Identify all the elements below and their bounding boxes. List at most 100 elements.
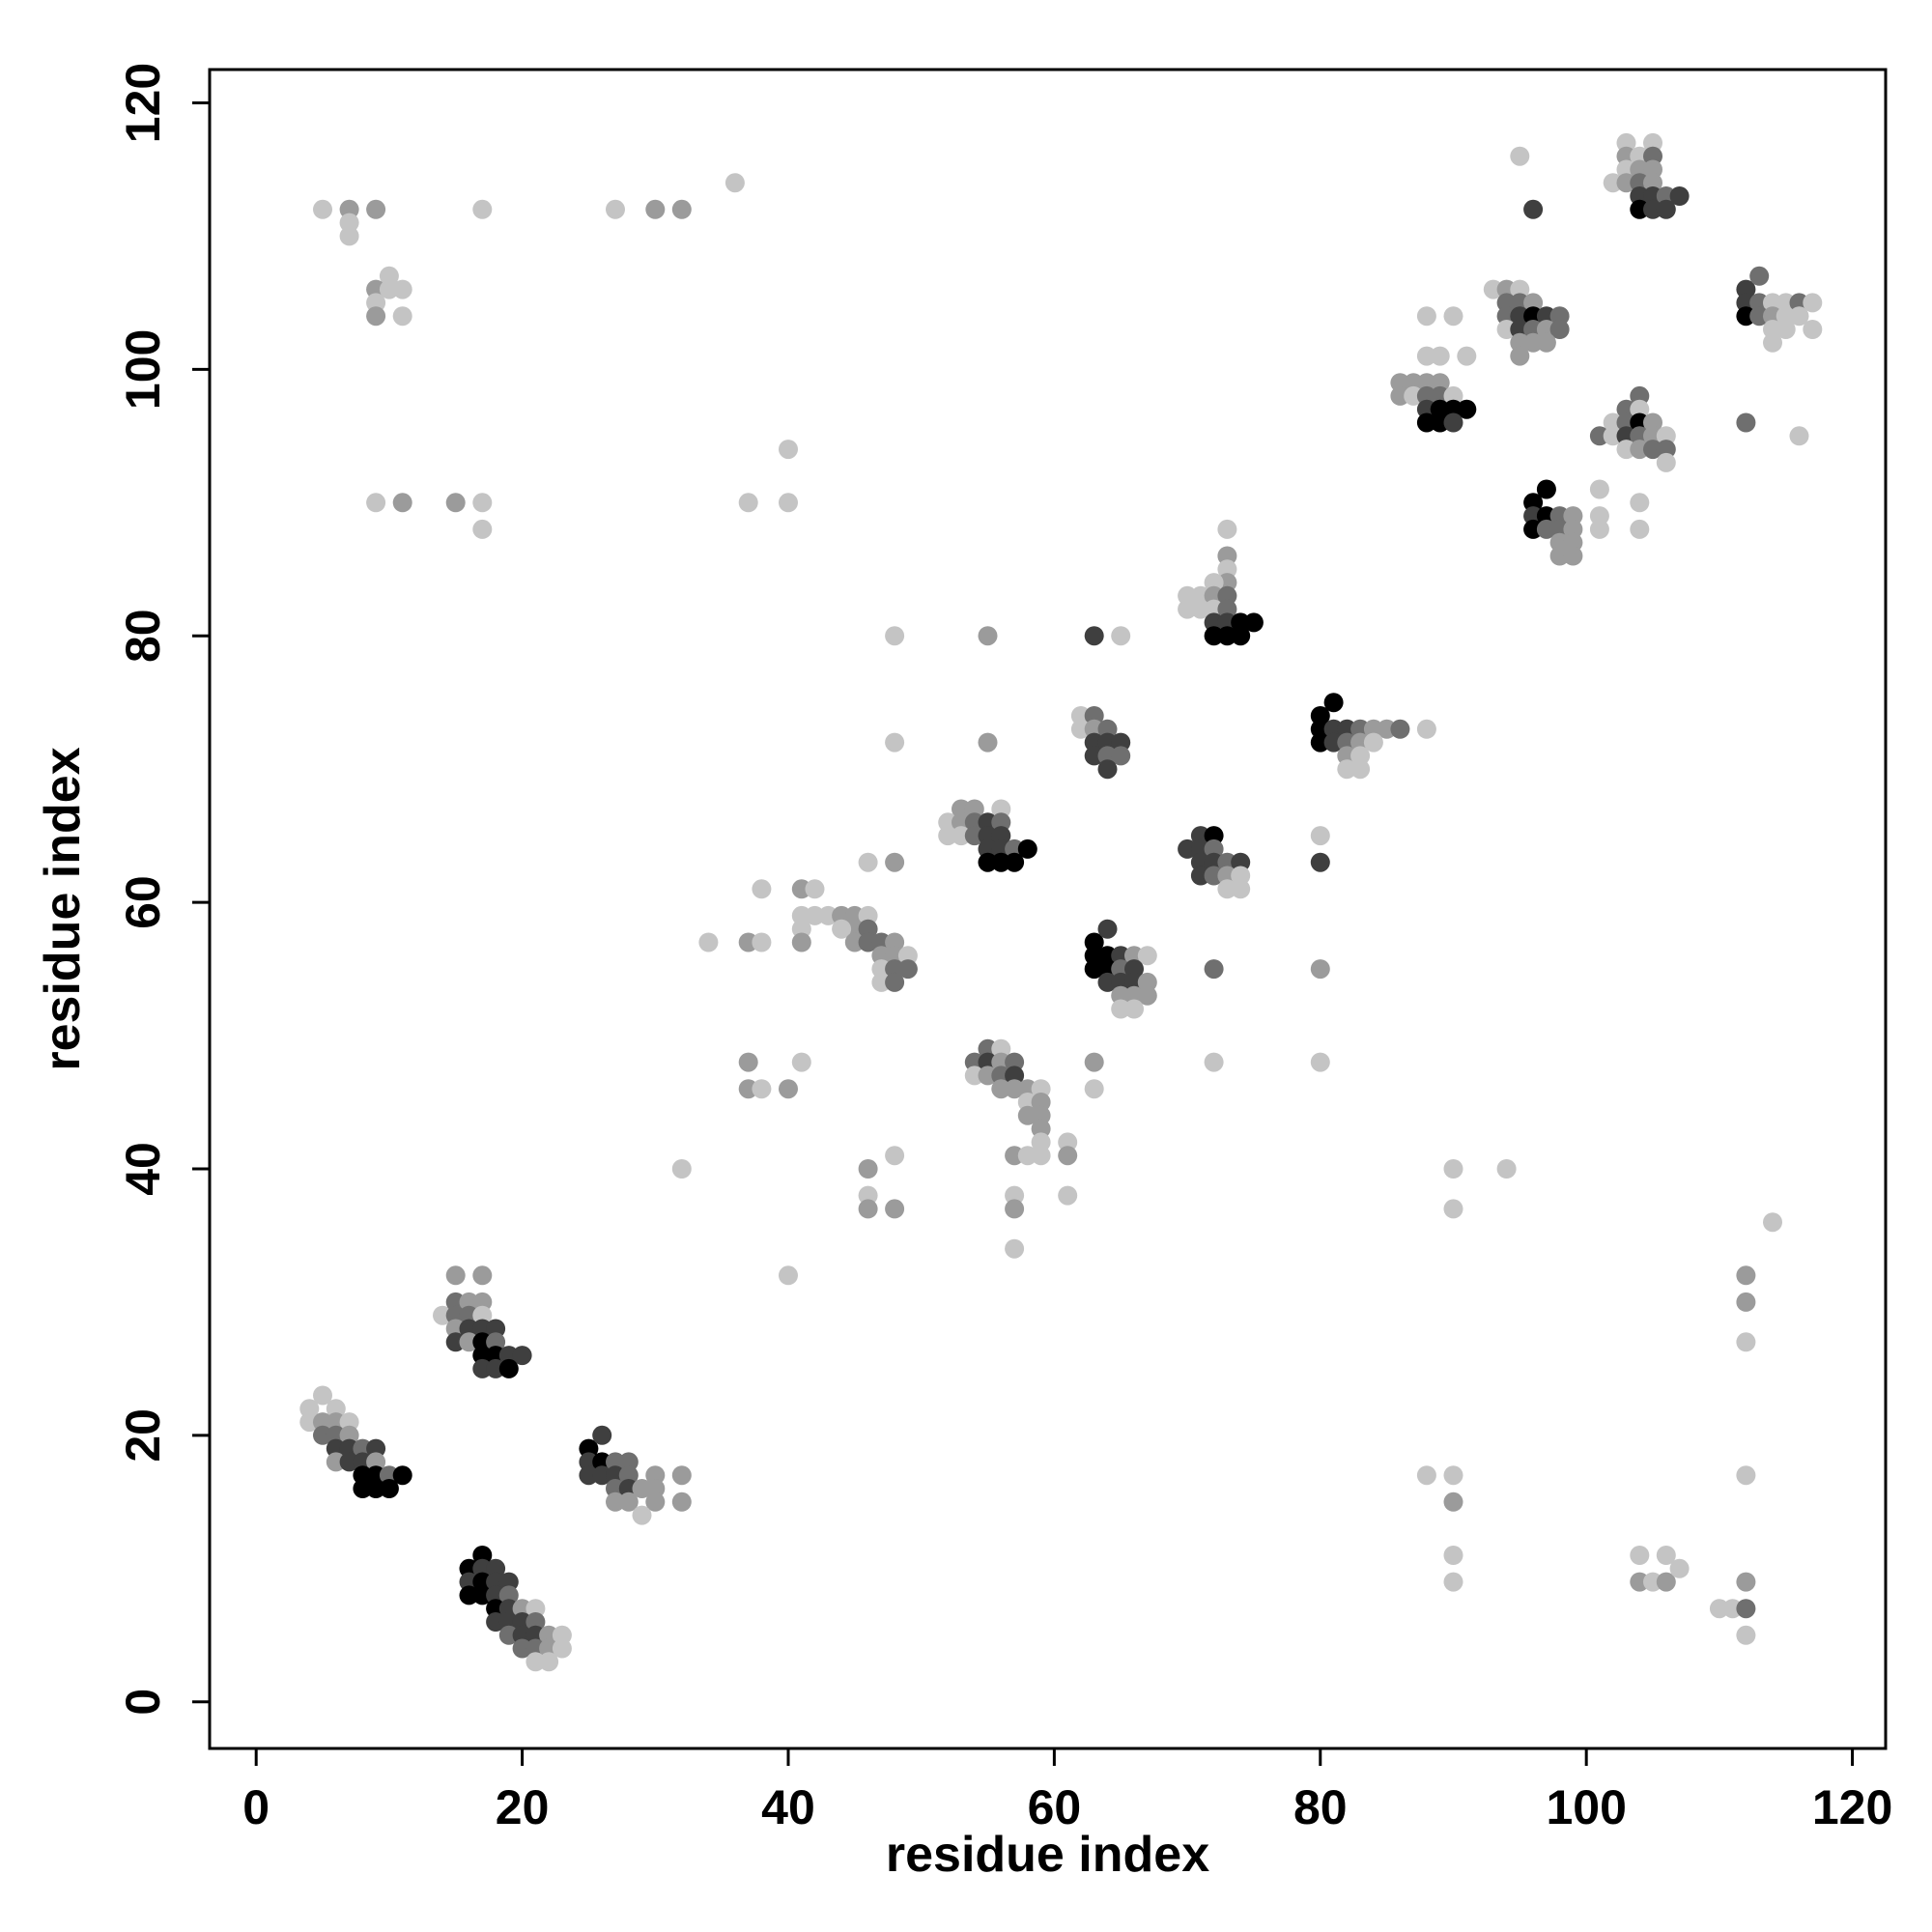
data-point-207 xyxy=(1017,1093,1037,1112)
data-point-149 xyxy=(871,946,892,966)
data-point-458 xyxy=(1736,1465,1756,1486)
data-point-6 xyxy=(339,1412,359,1433)
data-point-262 xyxy=(1204,838,1224,859)
data-point-172 xyxy=(964,799,984,819)
data-point-360 xyxy=(1510,346,1530,366)
data-point-324 xyxy=(1404,373,1424,393)
data-point-41 xyxy=(486,1332,506,1352)
y-tick-label-20: 20 xyxy=(116,1408,170,1463)
data-point-57 xyxy=(459,1585,479,1605)
data-point-314 xyxy=(1310,826,1330,846)
data-point-409 xyxy=(1656,426,1676,446)
data-point-316 xyxy=(1310,959,1330,980)
data-point-433 xyxy=(1763,332,1782,353)
x-tick-label-60: 60 xyxy=(1028,1780,1082,1834)
y-axis: 0 20 40 60 80 100 120 xyxy=(116,63,210,1716)
data-point-334 xyxy=(1443,399,1463,419)
data-point-429 xyxy=(1789,306,1809,327)
data-point-280 xyxy=(1178,585,1198,606)
data-point-80 xyxy=(579,1438,599,1459)
data-point-445 xyxy=(1656,1546,1676,1565)
data-point-290 xyxy=(1231,612,1251,633)
data-point-242 xyxy=(1137,946,1157,966)
data-point-380 xyxy=(1643,132,1662,153)
data-point-349 xyxy=(1523,306,1544,327)
data-point-105 xyxy=(339,226,359,246)
data-point-239 xyxy=(1097,946,1118,966)
data-point-425 xyxy=(1736,306,1756,327)
data-point-444 xyxy=(1630,1546,1650,1565)
data-point-419 xyxy=(1736,293,1756,313)
data-point-211 xyxy=(1031,1119,1051,1139)
data-point-109 xyxy=(392,279,412,299)
data-point-235 xyxy=(1111,626,1131,646)
x-tick-label-0: 0 xyxy=(242,1780,270,1834)
data-point-345 xyxy=(1510,293,1530,313)
data-point-175 xyxy=(952,812,971,833)
data-point-162 xyxy=(671,1159,692,1179)
y-tick-label-40: 40 xyxy=(116,1142,170,1196)
data-point-423 xyxy=(1789,293,1809,313)
data-point-157 xyxy=(738,1052,758,1072)
data-point-426 xyxy=(1749,306,1770,327)
data-point-224 xyxy=(1070,719,1091,739)
data-point-110 xyxy=(366,293,386,313)
data-point-50 xyxy=(459,1558,479,1578)
x-tick-label-120: 120 xyxy=(1812,1780,1892,1834)
data-point-77 xyxy=(552,1638,572,1659)
data-point-210 xyxy=(1031,1105,1051,1125)
data-point-246 xyxy=(1124,959,1144,980)
data-point-10 xyxy=(326,1438,346,1459)
data-point-292 xyxy=(1204,626,1224,646)
data-point-97 xyxy=(618,1492,639,1512)
data-point-420 xyxy=(1749,293,1770,313)
data-point-212 xyxy=(1031,1132,1051,1152)
data-point-96 xyxy=(606,1492,625,1512)
data-point-190 xyxy=(1005,852,1025,872)
y-tick-label-100: 100 xyxy=(116,329,170,410)
data-point-256 xyxy=(1084,1052,1104,1072)
data-point-24 xyxy=(379,1479,399,1498)
data-point-167 xyxy=(885,1146,905,1166)
data-point-168 xyxy=(885,1199,905,1219)
data-point-177 xyxy=(978,812,998,833)
data-point-342 xyxy=(1496,279,1517,299)
data-point-213 xyxy=(1005,1146,1025,1166)
data-point-379 xyxy=(1616,132,1636,153)
data-point-302 xyxy=(1377,719,1397,739)
data-point-422 xyxy=(1776,293,1796,313)
data-point-251 xyxy=(1111,985,1131,1006)
data-point-188 xyxy=(978,852,998,872)
data-point-408 xyxy=(1643,426,1662,446)
data-point-206 xyxy=(1031,1079,1051,1099)
data-point-434 xyxy=(1736,412,1756,433)
data-point-357 xyxy=(1510,332,1530,353)
data-point-223 xyxy=(1084,706,1104,725)
data-point-140 xyxy=(844,919,865,939)
data-point-446 xyxy=(1630,1572,1650,1592)
data-point-333 xyxy=(1430,399,1450,419)
data-point-178 xyxy=(991,812,1011,833)
data-point-432 xyxy=(1803,320,1823,339)
data-point-194 xyxy=(991,1038,1011,1059)
data-point-430 xyxy=(1763,320,1782,339)
data-point-421 xyxy=(1763,293,1782,313)
data-point-455 xyxy=(1736,1265,1756,1286)
data-point-372 xyxy=(1563,532,1583,553)
data-point-139 xyxy=(858,905,878,925)
data-point-362 xyxy=(1536,479,1556,499)
data-point-373 xyxy=(1549,546,1570,566)
data-point-154 xyxy=(897,959,918,980)
data-point-33 xyxy=(472,1305,493,1325)
data-point-457 xyxy=(1736,1332,1756,1352)
data-point-19 xyxy=(366,1465,386,1486)
data-point-387 xyxy=(1616,173,1636,193)
data-point-237 xyxy=(1097,919,1118,939)
data-point-174 xyxy=(938,812,958,833)
data-point-311 xyxy=(1350,746,1371,766)
y-tick-label-80: 80 xyxy=(116,609,170,663)
data-point-359 xyxy=(1536,332,1556,353)
data-point-147 xyxy=(858,852,878,872)
data-point-247 xyxy=(1097,972,1118,992)
